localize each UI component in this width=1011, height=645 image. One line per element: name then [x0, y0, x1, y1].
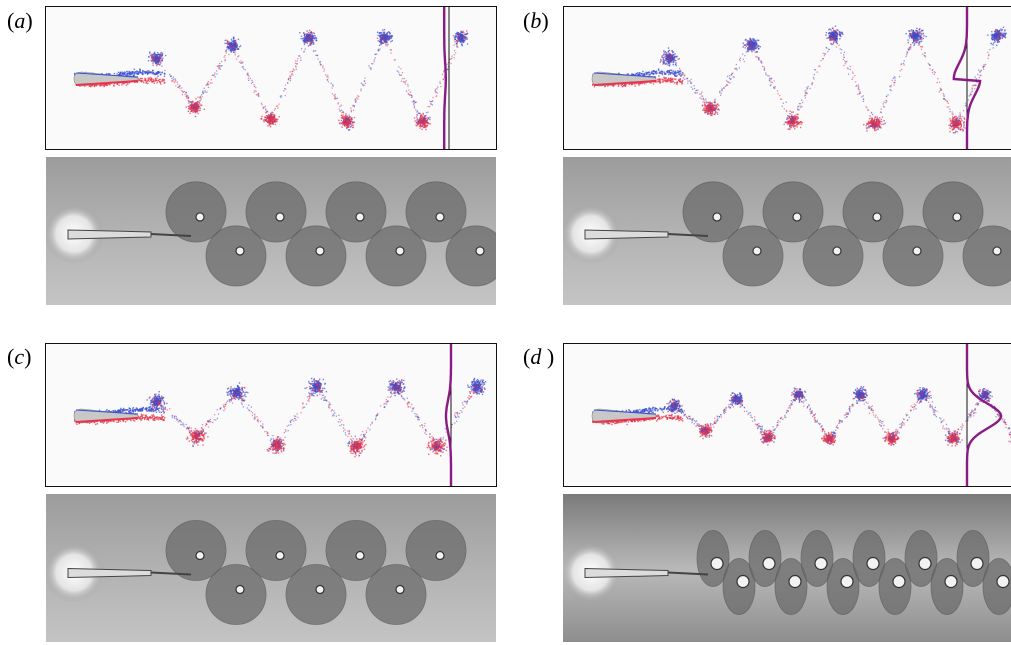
simulation-plot-d	[563, 343, 1011, 487]
dye-wake	[165, 181, 496, 287]
vorticity-scatter-d	[591, 344, 1011, 486]
experiment-photo-a	[46, 157, 496, 305]
vortex-core	[195, 212, 205, 222]
vortex-core	[736, 574, 750, 589]
vortex-core	[814, 556, 828, 571]
simulation-plot-c	[45, 343, 497, 487]
vortex-core	[840, 574, 854, 589]
vortex-core	[752, 246, 762, 256]
velocity-profile-line	[952, 7, 982, 149]
particle-cloud	[74, 377, 487, 458]
panel-label-d: (d )	[523, 344, 555, 369]
vortex-core	[355, 212, 365, 222]
vorticity-scatter-c	[73, 344, 487, 486]
vortex-core	[944, 574, 958, 589]
panel-label-b: (b)	[523, 8, 549, 33]
dye-visualization-c	[46, 494, 496, 642]
vortex-core	[275, 550, 285, 561]
experiment-photo-d	[563, 494, 1011, 642]
panel-label-a: (a)	[7, 8, 33, 33]
vortex-core	[992, 246, 1002, 256]
vortex-core	[275, 212, 285, 222]
vortex-core	[792, 212, 802, 222]
vortex-core	[872, 212, 882, 222]
vortex-core	[395, 584, 405, 595]
vortex-core	[475, 246, 485, 256]
dye-visualization-d	[563, 494, 1011, 642]
velocity-profile-line	[444, 344, 453, 486]
airfoil	[591, 408, 657, 424]
experiment-photo-b	[563, 157, 1011, 305]
foil-model	[67, 568, 152, 579]
vortex-core	[235, 584, 245, 595]
vorticity-scatter-a	[73, 7, 469, 149]
simulation-plot-b	[563, 6, 1011, 150]
dye-visualization-b	[563, 157, 1011, 305]
particle-cloud	[592, 385, 1011, 447]
vortex-core	[892, 574, 906, 589]
airfoil	[73, 408, 139, 424]
foil-model	[67, 229, 152, 240]
vortex-core	[235, 246, 245, 256]
vortex-core	[952, 212, 962, 222]
dye-wake	[682, 181, 1011, 287]
vortex-core	[912, 246, 922, 256]
foil-model	[584, 229, 669, 240]
vortex-core	[970, 556, 984, 571]
vortex-core	[866, 556, 880, 571]
vortex-core	[918, 556, 932, 571]
vortex-core	[996, 574, 1010, 589]
dye-wake	[696, 530, 1011, 615]
simulation-plot-a	[45, 6, 497, 150]
vortex-core	[315, 584, 325, 595]
vortex-core	[435, 212, 445, 222]
vortex-core	[195, 550, 205, 561]
vortex-core	[395, 246, 405, 256]
vortex-core	[788, 574, 802, 589]
vortex-core	[355, 550, 365, 561]
vortex-core	[762, 556, 776, 571]
vortex-core	[315, 246, 325, 256]
vortex-core	[710, 556, 724, 571]
dye-visualization-a	[46, 157, 496, 305]
experiment-photo-c	[46, 494, 496, 642]
foil-model	[584, 568, 669, 579]
airfoil	[591, 71, 657, 87]
vorticity-scatter-b	[591, 7, 1007, 149]
dye-wake	[165, 520, 467, 625]
panel-label-c: (c)	[7, 344, 32, 369]
vortex-core	[435, 550, 445, 561]
velocity-profile-line	[443, 7, 447, 149]
vortex-core	[712, 212, 722, 222]
velocity-profile-line	[965, 344, 1003, 486]
vortex-core	[832, 246, 842, 256]
airfoil	[73, 71, 139, 87]
